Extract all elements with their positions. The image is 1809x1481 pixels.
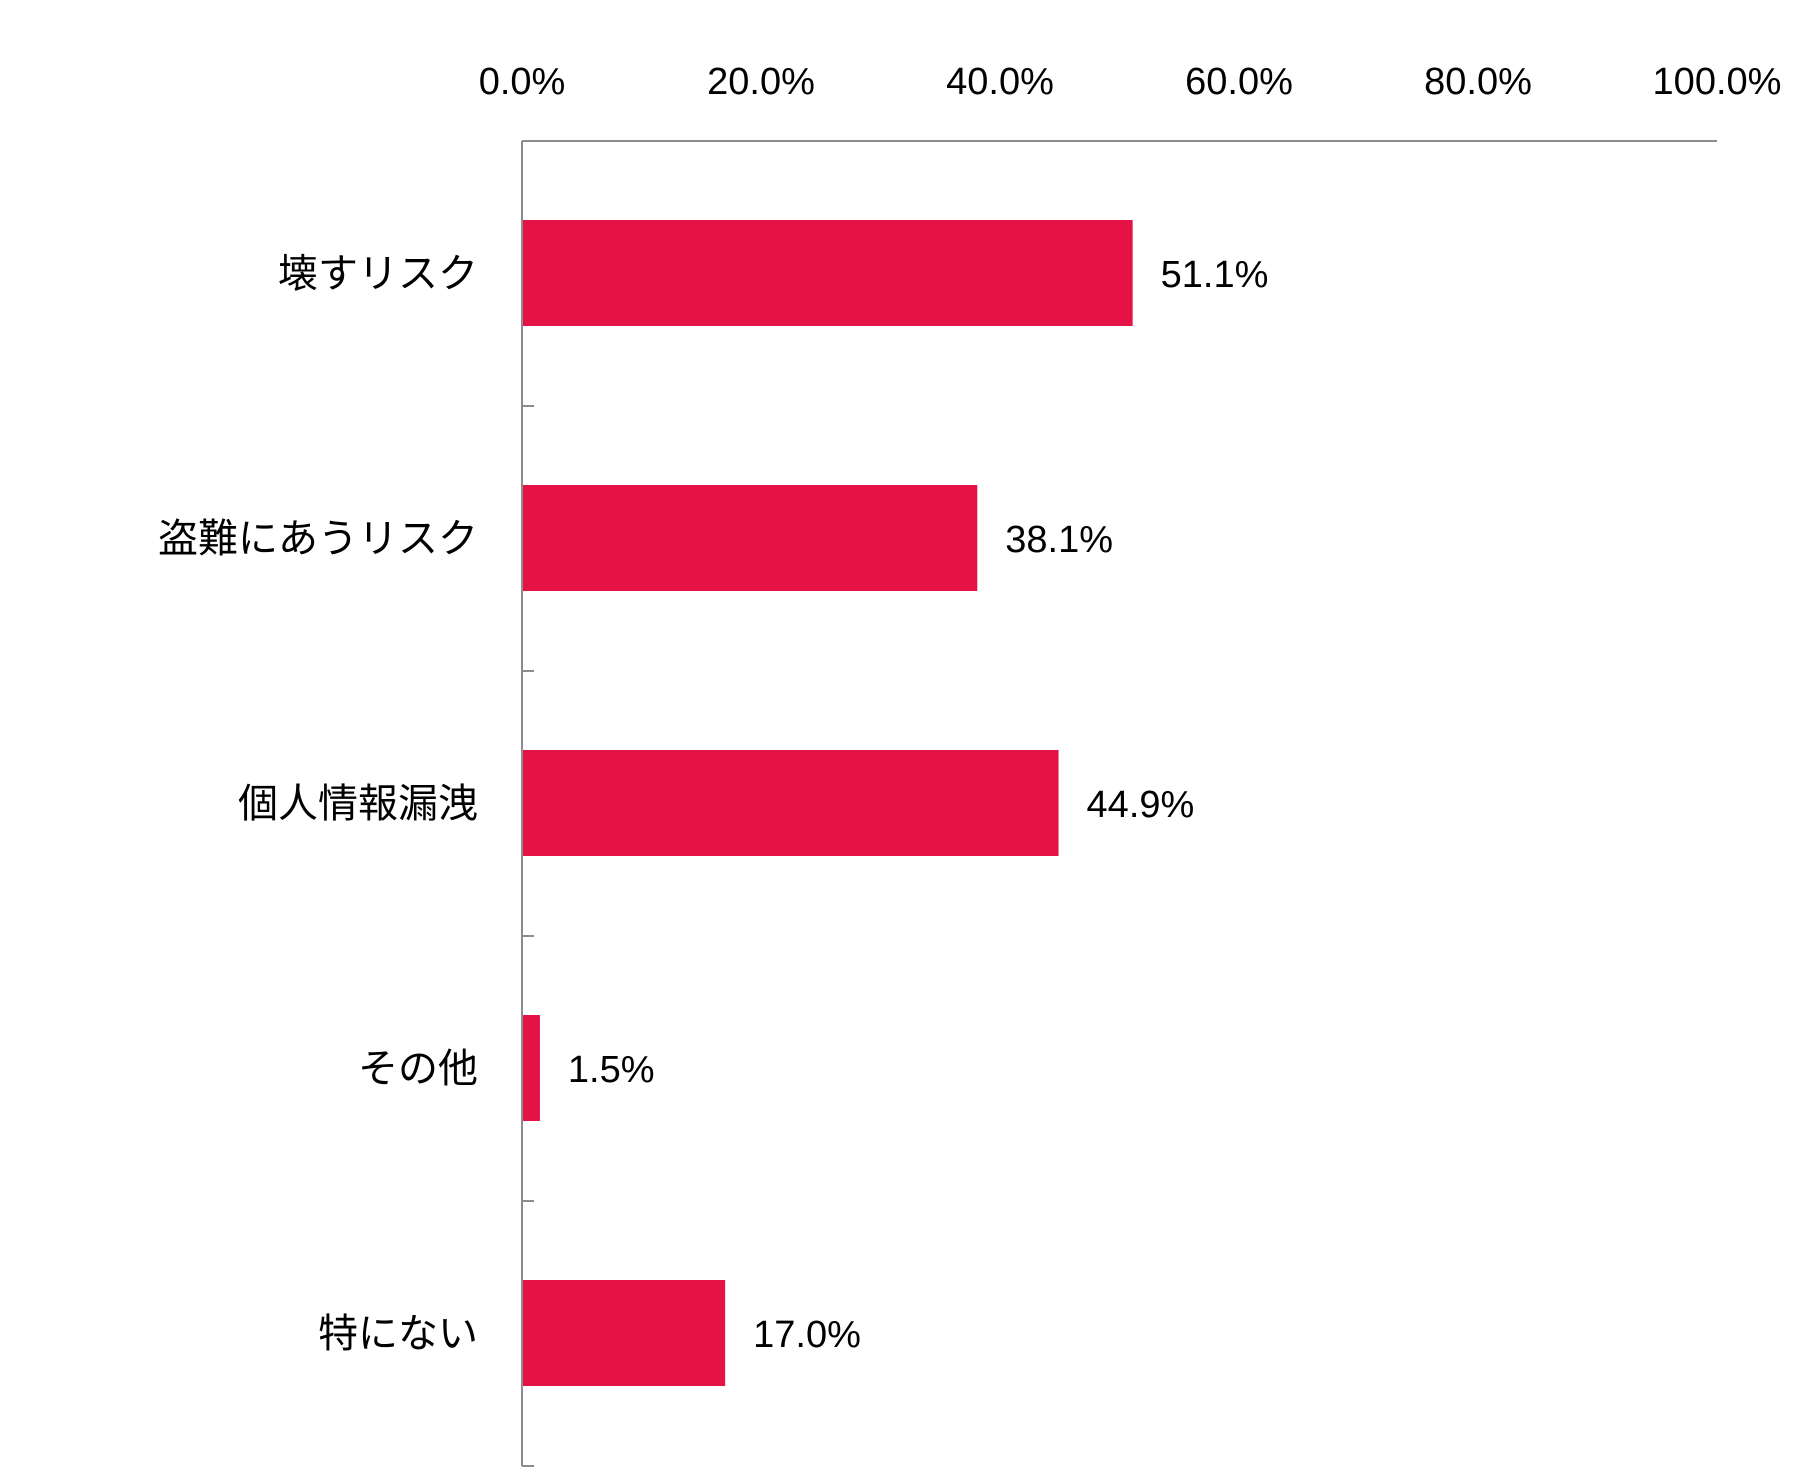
bar (522, 1015, 540, 1121)
bar (522, 485, 978, 591)
x-axis-ticks: 0.0% 20.0% 40.0% 60.0% 80.0% 100.0% (479, 61, 1782, 103)
bars (522, 220, 1133, 1386)
bar (522, 750, 1059, 856)
data-label: 17.0% (753, 1314, 861, 1356)
x-tick-label: 60.0% (1185, 61, 1293, 103)
x-tick-label: 20.0% (707, 61, 815, 103)
axes (521, 140, 1717, 1467)
x-tick-label: 80.0% (1424, 61, 1532, 103)
x-tick-label: 40.0% (946, 61, 1054, 103)
category-label: その他 (358, 1046, 478, 1092)
x-tick-label: 0.0% (479, 61, 566, 103)
category-label: 特にない (318, 1311, 478, 1357)
data-labels: 51.1% 38.1% 44.9% 1.5% 17.0% (568, 254, 1268, 1356)
category-label: 盗難にあうリスク (158, 516, 478, 562)
category-label: 壊すリスク (278, 251, 478, 297)
data-label: 44.9% (1087, 784, 1195, 826)
bar (522, 1280, 726, 1386)
x-tick-label: 100.0% (1653, 61, 1782, 103)
category-label: 個人情報漏洩 (238, 781, 478, 827)
data-label: 1.5% (568, 1049, 655, 1091)
bar (522, 220, 1133, 326)
data-label: 51.1% (1161, 254, 1269, 296)
data-label: 38.1% (1005, 519, 1113, 561)
